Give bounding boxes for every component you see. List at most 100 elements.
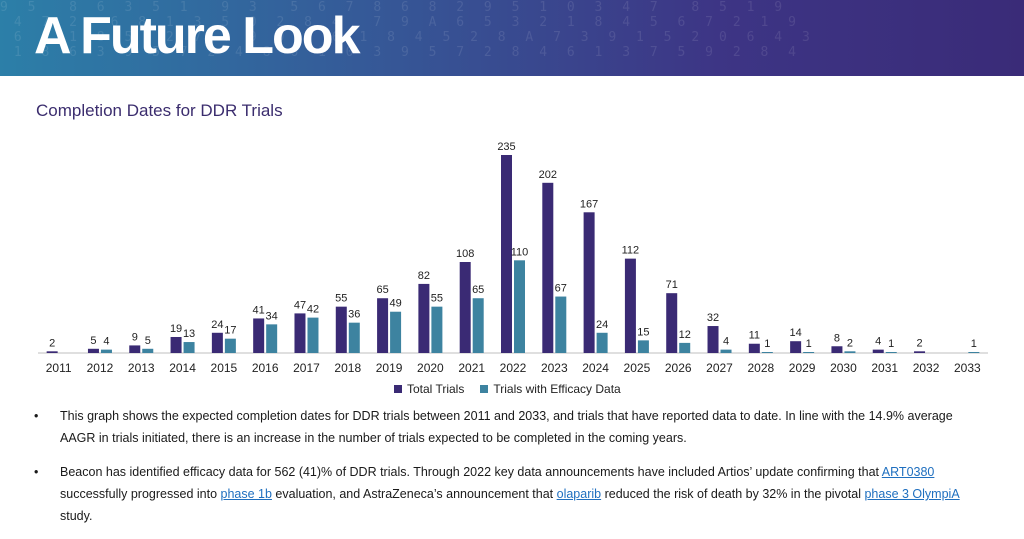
bar-efficacy-data <box>183 342 195 353</box>
x-tick-label: 2022 <box>500 361 527 375</box>
x-tick-label: 2019 <box>376 361 403 375</box>
bar-total-trials <box>790 341 802 353</box>
data-label-efficacy: 4 <box>723 336 729 348</box>
page-title: A Future Look <box>34 7 360 65</box>
bar-efficacy-data <box>266 324 278 353</box>
x-tick-label: 2023 <box>541 361 568 375</box>
bar-efficacy-data <box>390 311 402 353</box>
data-label-total: 2 <box>916 337 922 349</box>
legend-item-efficacy: Trials with Efficacy Data <box>480 382 621 396</box>
bar-total-trials <box>294 313 306 353</box>
bullet-text-part: reduced the risk of death by 32% in the … <box>601 487 865 501</box>
bar-efficacy-data <box>307 317 319 353</box>
bullet-text-part: evaluation, and AstraZeneca’s announceme… <box>271 487 557 501</box>
x-tick-label: 2028 <box>747 361 774 375</box>
bar-efficacy-data <box>637 340 649 353</box>
bar-total-trials <box>87 348 99 353</box>
link-art0380[interactable]: ART0380 <box>881 465 935 479</box>
data-label-total: 55 <box>335 293 347 305</box>
legend-label-efficacy: Trials with Efficacy Data <box>493 382 621 396</box>
data-label-total: 167 <box>580 198 598 210</box>
bar-total-trials <box>831 346 843 353</box>
bar-efficacy-data <box>968 352 980 353</box>
bullet-text: This graph shows the expected completion… <box>60 409 953 445</box>
data-label-efficacy: 36 <box>348 309 360 321</box>
bullet-list: • This graph shows the expected completi… <box>30 405 990 539</box>
x-tick-label: 2014 <box>169 361 196 375</box>
data-label-efficacy: 1 <box>971 338 977 350</box>
bullet-dot: • <box>34 409 39 423</box>
x-tick-label: 2013 <box>128 361 155 375</box>
bar-total-trials <box>583 212 595 353</box>
data-label-total: 47 <box>294 299 306 311</box>
banner-code-pattern: 9 5 8 6 3 5 1 9 3 5 6 7 8 6 8 2 9 5 1 0 … <box>0 0 816 60</box>
bar-efficacy-data <box>472 298 484 353</box>
bar-total-trials <box>418 283 430 353</box>
legend-item-total: Total Trials <box>394 382 464 396</box>
bar-efficacy-data <box>100 349 112 353</box>
data-label-total: 108 <box>456 248 474 260</box>
x-tick-label: 2026 <box>665 361 692 375</box>
bar-total-trials <box>211 332 223 353</box>
data-label-total: 14 <box>790 327 802 339</box>
data-label-efficacy: 5 <box>145 335 151 347</box>
chart-legend: Total Trials Trials with Efficacy Data <box>394 382 621 396</box>
x-tick-label: 2033 <box>954 361 981 375</box>
data-label-total: 2 <box>49 337 55 349</box>
x-tick-label: 2031 <box>871 361 898 375</box>
x-tick-label: 2016 <box>252 361 279 375</box>
chart-title: Completion Dates for DDR Trials <box>36 101 283 120</box>
bar-efficacy-data <box>844 351 856 353</box>
bullet-text-part: successfully progressed into <box>60 487 221 501</box>
data-label-efficacy: 12 <box>679 329 691 341</box>
data-label-efficacy: 1 <box>806 338 812 350</box>
x-tick-label: 2027 <box>706 361 733 375</box>
link-phase-1b[interactable]: phase 1b <box>220 487 272 501</box>
x-tick-label: 2015 <box>211 361 238 375</box>
bar-total-trials <box>377 298 389 353</box>
bullet-text-part: study. <box>60 509 93 523</box>
link-olaparib[interactable]: olaparib <box>556 487 602 501</box>
data-label-total: 235 <box>497 141 515 153</box>
header-banner: 9 5 8 6 3 5 1 9 3 5 6 7 8 6 8 2 9 5 1 0 … <box>0 0 1024 76</box>
data-label-total: 82 <box>418 270 430 282</box>
link-phase-3-olympia[interactable]: phase 3 OlympiA <box>864 487 960 501</box>
data-label-efficacy: 55 <box>431 293 443 305</box>
bar-total-trials <box>170 336 182 353</box>
data-label-total: 19 <box>170 323 182 335</box>
data-label-total: 202 <box>539 169 557 181</box>
data-label-total: 5 <box>90 335 96 347</box>
bar-efficacy-data <box>803 352 815 353</box>
data-label-total: 65 <box>376 284 388 296</box>
bar-total-trials <box>707 326 719 353</box>
x-tick-label: 2020 <box>417 361 444 375</box>
bar-efficacy-data <box>514 260 525 353</box>
bar-total-trials <box>46 351 58 353</box>
data-label-total: 11 <box>749 330 760 342</box>
bar-efficacy-data <box>761 352 773 353</box>
bar-total-trials <box>335 306 347 353</box>
x-tick-label: 2012 <box>87 361 114 375</box>
legend-label-total: Total Trials <box>407 382 465 396</box>
data-label-efficacy: 2 <box>847 337 853 349</box>
bullet-item: • Beacon has identified efficacy data fo… <box>30 461 990 527</box>
bullet-dot: • <box>34 465 39 479</box>
data-label-efficacy: 4 <box>103 336 109 348</box>
x-tick-label: 2025 <box>624 361 651 375</box>
bar-efficacy-data <box>555 296 567 353</box>
data-label-total: 32 <box>707 312 719 324</box>
bar-total-trials <box>666 293 678 353</box>
data-label-total: 9 <box>132 331 138 343</box>
data-label-efficacy: 67 <box>555 283 567 295</box>
x-tick-label: 2017 <box>293 361 320 375</box>
data-label-total: 24 <box>211 319 223 331</box>
bar-efficacy-data <box>431 306 443 353</box>
x-tick-label: 2018 <box>334 361 361 375</box>
data-label-efficacy: 65 <box>472 284 484 296</box>
legend-swatch-total <box>394 385 402 393</box>
x-tick-label: 2011 <box>46 361 72 375</box>
bar-total-trials <box>872 349 884 353</box>
bar-efficacy-data <box>142 348 154 353</box>
bar-total-trials <box>542 182 554 353</box>
